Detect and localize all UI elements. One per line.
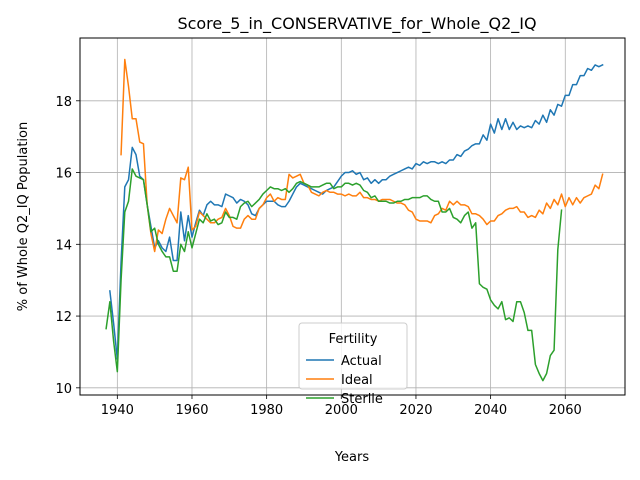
series-layer bbox=[105, 58, 604, 382]
legend-label-sterile: Sterile bbox=[341, 392, 383, 407]
series-line-actual bbox=[109, 63, 604, 360]
x-tick-label: 2040 bbox=[474, 403, 507, 418]
x-tick-label: 1940 bbox=[101, 403, 134, 418]
y-axis-ticks: 10 12 14 16 18 bbox=[55, 95, 80, 397]
legend-label-ideal: Ideal bbox=[341, 373, 373, 388]
y-axis-label: % of Whole Q2_IQ Population bbox=[16, 122, 31, 311]
y-tick-label: 14 bbox=[55, 238, 72, 253]
x-axis-label: Years bbox=[334, 450, 370, 465]
legend-title: Fertility bbox=[329, 332, 378, 347]
x-tick-label: 2000 bbox=[325, 403, 358, 418]
legend-box bbox=[298, 322, 408, 390]
x-tick-label: 1960 bbox=[175, 403, 208, 418]
x-tick-label: 2060 bbox=[549, 403, 582, 418]
series-line-sterile bbox=[105, 168, 563, 382]
series-line-ideal bbox=[120, 58, 604, 253]
grid-lines bbox=[80, 38, 625, 395]
y-tick-label: 10 bbox=[55, 382, 72, 397]
y-tick-label: 12 bbox=[55, 310, 72, 325]
legend: Fertility Actual Ideal Sterile bbox=[298, 322, 408, 407]
x-tick-label: 2020 bbox=[399, 403, 432, 418]
plot-area-frame bbox=[79, 37, 626, 396]
y-tick-label: 16 bbox=[55, 167, 72, 182]
chart-title: Score_5_in_CONSERVATIVE_for_Whole_Q2_IQ bbox=[177, 14, 536, 34]
legend-items: Actual Ideal Sterile bbox=[306, 354, 383, 407]
legend-label-actual: Actual bbox=[341, 354, 382, 369]
x-axis-ticks: 1940 1960 1980 2000 2020 2040 2060 bbox=[101, 395, 582, 418]
y-tick-label: 18 bbox=[55, 95, 72, 110]
x-tick-label: 1980 bbox=[250, 403, 283, 418]
